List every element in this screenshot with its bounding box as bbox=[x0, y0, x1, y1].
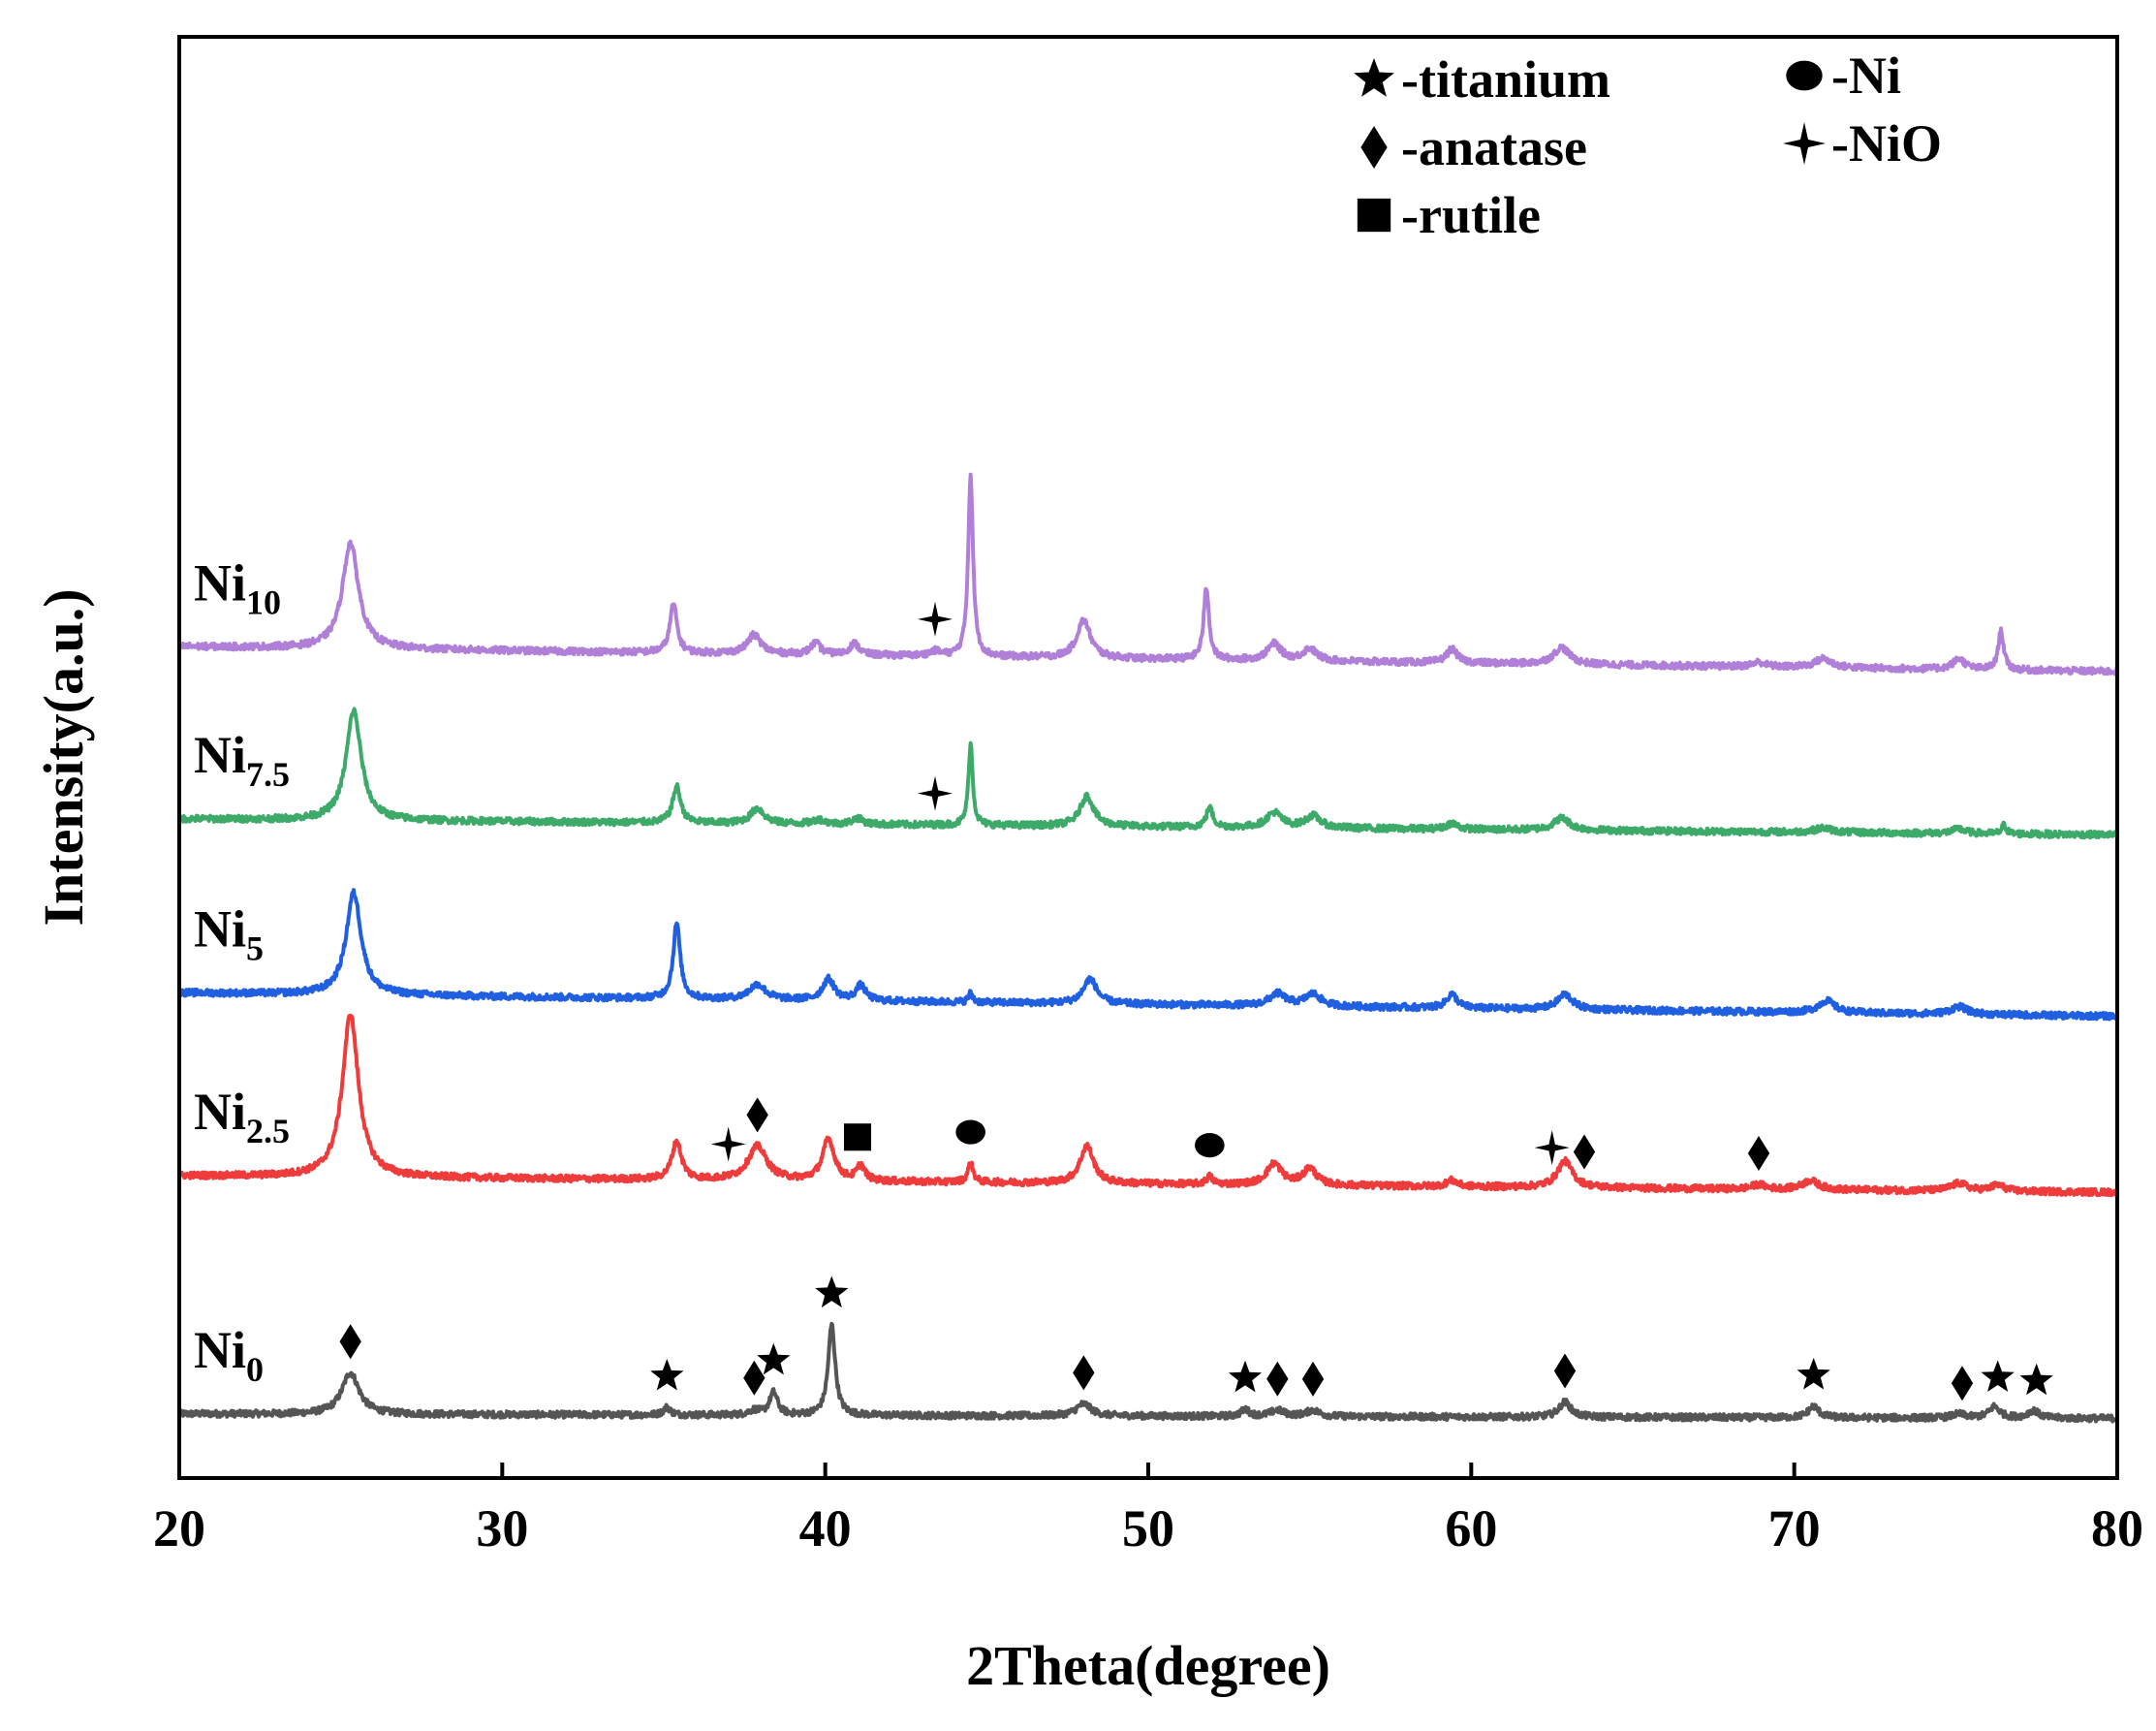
series-label-base: Ni bbox=[194, 553, 246, 612]
series-line-ni0 bbox=[177, 1321, 2119, 1424]
titanium-star-marker bbox=[650, 1359, 684, 1391]
anatase-diamond-marker bbox=[339, 1324, 361, 1360]
anatase-diamond-marker bbox=[1266, 1361, 1289, 1397]
legend-entry-label: -rutile bbox=[1401, 186, 1541, 244]
anatase-diamond-marker bbox=[1951, 1366, 1974, 1401]
anatase-diamond-marker bbox=[746, 1097, 768, 1133]
series-label: Ni10 bbox=[194, 553, 281, 621]
series-label: Ni5 bbox=[194, 900, 264, 968]
anatase-diamond-marker bbox=[1573, 1134, 1596, 1170]
anatase-diamond-marker bbox=[1073, 1355, 1095, 1391]
anatase-diamond-marker bbox=[1553, 1353, 1577, 1389]
legend-entry-label: -titanium bbox=[1401, 50, 1610, 109]
plot-frame bbox=[177, 35, 2119, 1480]
titanium-star-marker bbox=[1354, 58, 1394, 97]
series-line-ni5 bbox=[177, 888, 2119, 1022]
rutile-square-marker bbox=[1357, 198, 1391, 233]
series-line-ni7-5 bbox=[177, 707, 2119, 840]
y-axis-label: Intensity(a.u.) bbox=[32, 588, 95, 926]
ni-circle-marker bbox=[1195, 1133, 1225, 1158]
nio-cross-marker bbox=[710, 1126, 746, 1162]
anatase-diamond-marker bbox=[1301, 1361, 1325, 1397]
anatase-diamond-marker bbox=[1360, 126, 1388, 169]
series-line-ni10 bbox=[177, 472, 2119, 677]
series-label-base: Ni bbox=[194, 726, 246, 784]
legend-entry-label: -anatase bbox=[1401, 118, 1587, 176]
x-tick-label: 70 bbox=[1768, 1499, 1821, 1558]
series-line-ni2-5 bbox=[177, 1013, 2119, 1198]
series-label-base: Ni bbox=[194, 1083, 246, 1141]
series-label: Ni0 bbox=[194, 1321, 264, 1389]
legend: -titanium -Ni -anatase -NiO -rutile bbox=[1354, 47, 1942, 244]
ni-circle-marker bbox=[1786, 60, 1823, 91]
x-tick-label: 40 bbox=[799, 1499, 852, 1558]
titanium-star-marker bbox=[1981, 1360, 2015, 1392]
anatase-diamond-marker bbox=[1747, 1135, 1770, 1171]
legend-entry: -rutile bbox=[1357, 186, 1541, 244]
series-label-subscript: 5 bbox=[246, 929, 264, 968]
titanium-star-marker bbox=[815, 1275, 849, 1308]
anatase-diamond-marker bbox=[743, 1360, 766, 1396]
x-tick-label: 30 bbox=[476, 1499, 528, 1558]
nio-cross-marker bbox=[918, 601, 953, 637]
series-label-base: Ni bbox=[194, 900, 246, 959]
legend-entry: -Ni bbox=[1786, 47, 1901, 105]
ni-circle-marker bbox=[955, 1119, 985, 1145]
x-tick-label: 60 bbox=[1445, 1499, 1497, 1558]
x-axis: 20 30 40 50 60 70 80 bbox=[153, 1463, 2143, 1558]
legend-entry-label: -NiO bbox=[1831, 114, 1942, 173]
nio-cross-marker bbox=[1534, 1130, 1570, 1166]
rutile-square-marker bbox=[843, 1123, 872, 1151]
x-tick-label: 80 bbox=[2091, 1499, 2143, 1558]
series-label: Ni7.5 bbox=[194, 726, 290, 794]
x-tick-label: 50 bbox=[1122, 1499, 1174, 1558]
series-label-subscript: 10 bbox=[246, 582, 281, 621]
x-tick-label: 20 bbox=[153, 1499, 205, 1558]
legend-entry: -NiO bbox=[1783, 114, 1942, 173]
series-label-subscript: 7.5 bbox=[246, 755, 290, 794]
titanium-star-marker bbox=[1797, 1358, 1830, 1390]
legend-entry: -anatase bbox=[1360, 118, 1587, 176]
series-label: Ni2.5 bbox=[194, 1083, 290, 1150]
nio-cross-marker bbox=[1783, 122, 1826, 165]
titanium-star-marker bbox=[757, 1342, 791, 1375]
legend-entry-label: -Ni bbox=[1831, 47, 1901, 105]
series-label-subscript: 2.5 bbox=[246, 1112, 290, 1150]
legend-entry: -titanium bbox=[1354, 50, 1610, 109]
series-group bbox=[177, 472, 2119, 1424]
series-label-base: Ni bbox=[194, 1321, 246, 1379]
titanium-star-marker bbox=[2019, 1363, 2053, 1396]
series-label-subscript: 0 bbox=[246, 1350, 264, 1389]
x-axis-label: 2Theta(degree) bbox=[966, 1634, 1330, 1697]
phase-markers-group bbox=[339, 601, 2053, 1401]
nio-cross-marker bbox=[918, 775, 953, 811]
titanium-star-marker bbox=[1228, 1360, 1263, 1393]
